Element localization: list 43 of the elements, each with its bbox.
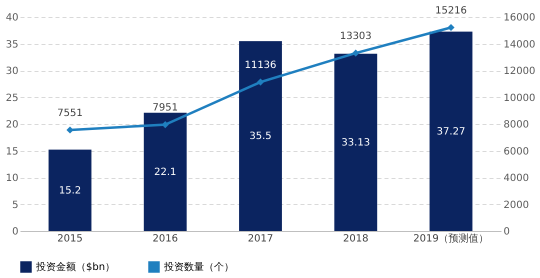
data-label: 15216 <box>435 5 467 16</box>
legend-label: 投资金额（$bn） <box>35 261 116 273</box>
bar <box>239 41 282 231</box>
bar <box>334 54 378 231</box>
bar <box>144 112 187 231</box>
y2-tick-label: 6000 <box>504 146 529 158</box>
data-label: 22.1 <box>154 166 176 178</box>
point <box>256 78 264 86</box>
y-tick-label: 10 <box>6 173 18 184</box>
y-tick-label: 35 <box>6 39 18 50</box>
point <box>447 24 455 32</box>
y-tick-label: 40 <box>6 12 18 24</box>
y-tick-label: 15 <box>6 146 18 158</box>
y-tick-label: 20 <box>6 120 18 130</box>
x-tick-label: 2015 <box>57 234 83 244</box>
y2-tick-label: 0 <box>504 226 510 238</box>
data-label: 37.27 <box>436 126 466 138</box>
data-label: 33.13 <box>341 137 370 148</box>
x-tick-label: 2019（预测值） <box>413 232 489 244</box>
y2-tick-label: 4000 <box>504 173 529 184</box>
y2-tick-label: 16000 <box>504 12 536 24</box>
data-label: 11136 <box>244 60 276 72</box>
y-tick-label: 5 <box>12 200 18 211</box>
x-tick-label: 2016 <box>152 234 178 244</box>
data-label: 35.5 <box>249 131 272 142</box>
y2-tick-label: 14000 <box>504 39 536 50</box>
legend-label: 投资数量（个） <box>163 261 234 273</box>
data-label: 13303 <box>340 31 372 42</box>
x-tick-label: 2018 <box>343 234 368 244</box>
data-label: 15.2 <box>58 185 82 196</box>
y2-tick-label: 10000 <box>504 92 536 104</box>
y2-tick-label: 12000 <box>504 66 536 77</box>
bar <box>430 32 472 231</box>
bar <box>48 150 92 231</box>
y2-tick-label: 8000 <box>504 120 529 130</box>
y2-tick-label: 2000 <box>504 200 529 211</box>
x-tick-label: 2017 <box>248 234 274 244</box>
point <box>352 50 360 57</box>
y-tick-label: 25 <box>6 92 18 104</box>
data-label: 7951 <box>152 102 178 114</box>
y-tick-label: 30 <box>6 66 18 77</box>
y-tick-label: 0 <box>12 226 18 238</box>
data-label: 7551 <box>57 108 83 120</box>
